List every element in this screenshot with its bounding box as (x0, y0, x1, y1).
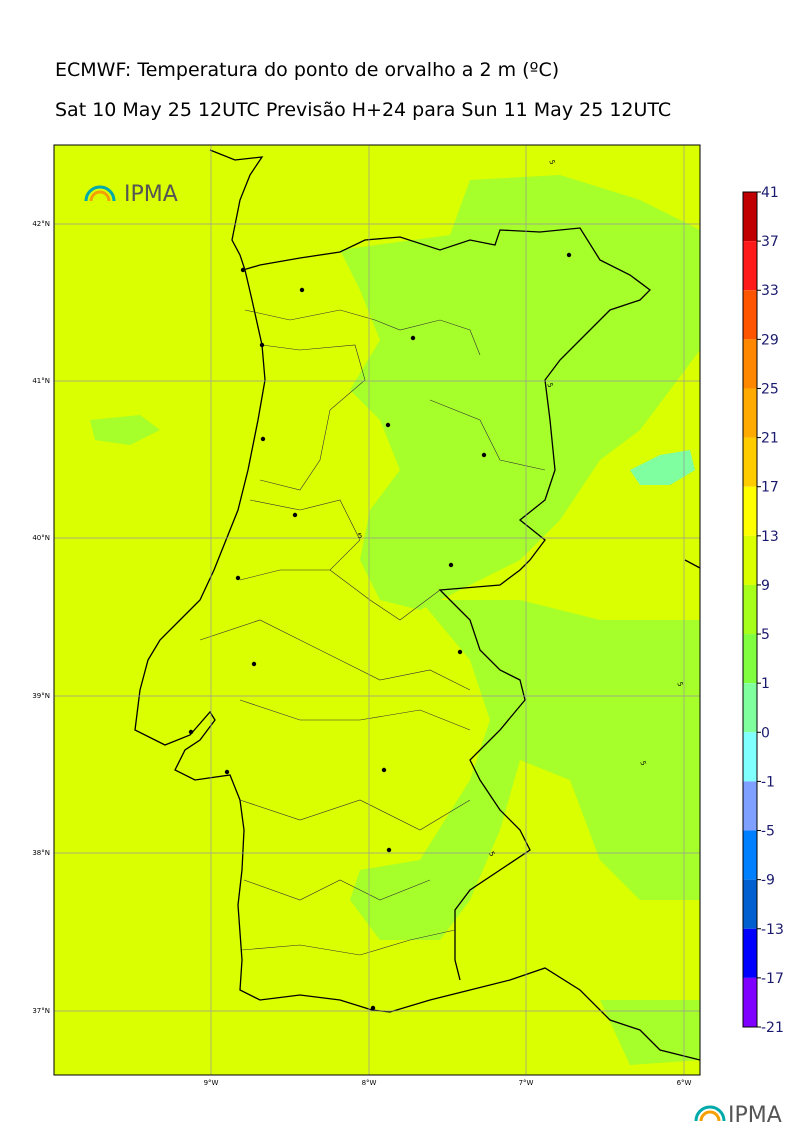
logo-text: IPMA (124, 182, 178, 207)
city-dots (188, 252, 572, 1011)
colorbar-label: 37 (761, 234, 779, 250)
colorbar-label: 0 (761, 725, 770, 741)
coastline (134, 149, 701, 1061)
colorbar-segment (743, 781, 757, 831)
colorbar-segment (743, 830, 757, 880)
colorbar-segment (743, 732, 757, 782)
logo-bottom: IPMA (694, 1103, 782, 1128)
lon-label: 6°W (677, 1079, 692, 1087)
colorbar-label: 1 (761, 676, 770, 692)
lat-label: 42°N (32, 220, 50, 228)
logo-text: IPMA (728, 1103, 782, 1128)
colorbar-segment (743, 535, 757, 585)
colorbar-label: 29 (761, 332, 779, 348)
colorbar: 41 37 33 29 25 21 17 13 9 5 1 0 -1 -5 -9 -13 -17 -21 (742, 185, 784, 1036)
lon-label: 8°W (362, 1079, 377, 1087)
district-borders (199, 309, 546, 956)
colorbar-label: -13 (761, 922, 784, 938)
contour-label: 5 (487, 850, 496, 858)
colorbar-label: 13 (761, 529, 779, 545)
colorbar-label: 9 (761, 578, 770, 594)
colorbar-segment (743, 634, 757, 684)
colorbar-label: -9 (761, 873, 775, 889)
colorbar-segment (743, 290, 757, 340)
lat-label: 38°N (32, 849, 50, 857)
colorbar-segment (743, 879, 757, 929)
logo-top: IPMA (84, 182, 178, 207)
light-region (630, 450, 695, 485)
lon-label: 9°W (204, 1079, 219, 1087)
colorbar-label: -21 (761, 1020, 784, 1036)
colorbar-label: 5 (761, 627, 770, 643)
contour-label: 5 (547, 159, 556, 166)
colorbar-label: -5 (761, 824, 775, 840)
lat-label: 41°N (32, 377, 50, 385)
colorbar-segment (743, 241, 757, 291)
colorbar-segment (743, 977, 757, 1027)
colorbar-segment (743, 928, 757, 978)
contour-label: 5 (545, 382, 554, 389)
colorbar-label: 25 (761, 381, 779, 397)
contour-label: 5 (358, 532, 362, 540)
map: 5 5 5 5 5 5 IPMA (53, 144, 701, 1076)
lat-label: 40°N (32, 534, 50, 542)
title: ECMWF: Temperatura do ponto de orvalho a… (55, 59, 559, 81)
colorbar-label: 41 (761, 185, 779, 201)
lon-label: 7°W (519, 1079, 534, 1087)
subtitle: Sat 10 May 25 12UTC Previsão H+24 para S… (55, 99, 671, 121)
lat-label: 39°N (32, 692, 50, 700)
colorbar-frame (742, 191, 758, 1028)
colorbar-segment (743, 339, 757, 389)
colorbar-label: 33 (761, 283, 779, 299)
contour-label: 5 (638, 760, 647, 767)
colorbar-label: -1 (761, 774, 775, 790)
colorbar-label: 17 (761, 480, 779, 496)
colorbar-segment (743, 683, 757, 733)
colorbar-label: 21 (761, 431, 779, 447)
lat-label: 37°N (32, 1007, 50, 1015)
colorbar-segment (743, 486, 757, 536)
contour-label: 5 (675, 681, 684, 688)
colorbar-segment (743, 388, 757, 438)
colorbar-segment (743, 437, 757, 487)
colorbar-segment (743, 584, 757, 635)
colorbar-segment (743, 192, 757, 242)
colorbar-label: -17 (761, 971, 784, 987)
green-regions (90, 175, 700, 1065)
map-frame (53, 144, 701, 1076)
